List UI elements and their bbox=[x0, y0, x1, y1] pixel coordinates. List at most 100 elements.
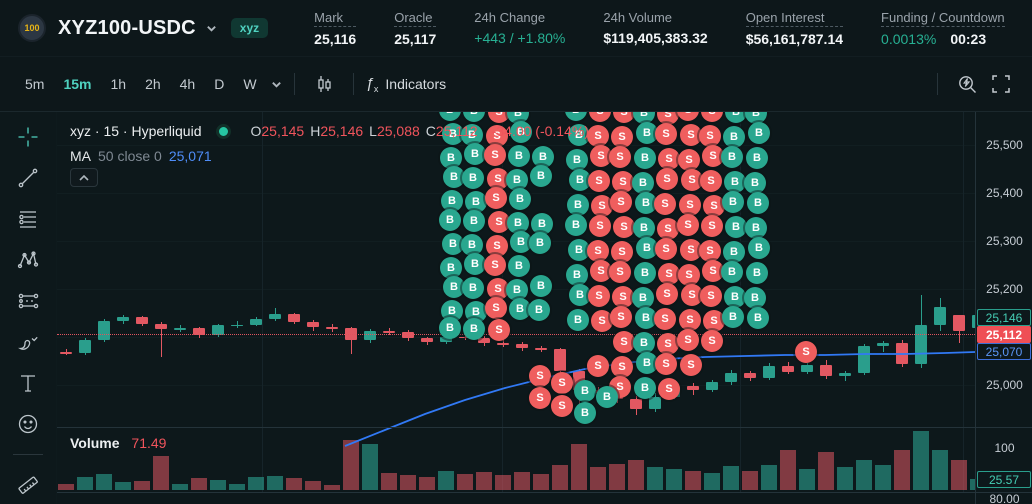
trade-marker-buy: B bbox=[461, 124, 483, 146]
candle bbox=[193, 328, 205, 336]
trade-marker-buy: B bbox=[464, 253, 486, 275]
trade-marker-buy: B bbox=[441, 190, 463, 212]
pane-separator[interactable] bbox=[57, 427, 1032, 428]
trade-marker-buy: B bbox=[532, 146, 554, 168]
candle-wick bbox=[883, 340, 884, 353]
pair-selector[interactable]: XYZ100-USDC bbox=[58, 17, 217, 40]
trade-marker-buy: B bbox=[530, 275, 552, 297]
legend-collapse-button[interactable] bbox=[70, 168, 98, 187]
trade-marker-sell: S bbox=[703, 310, 725, 332]
timeframe-w[interactable]: W bbox=[243, 76, 257, 92]
brush-icon bbox=[18, 336, 38, 350]
timeframe-d[interactable]: D bbox=[214, 76, 225, 92]
emoji-tool[interactable] bbox=[15, 411, 41, 437]
timeframe-1h[interactable]: 1h bbox=[110, 76, 127, 92]
trade-marker-buy: B bbox=[442, 123, 464, 145]
indicators-button[interactable]: ƒx Indicators bbox=[366, 75, 447, 94]
coin-avatar: 100 bbox=[18, 14, 46, 42]
trade-marker-sell: S bbox=[657, 333, 679, 355]
trade-marker-sell: S bbox=[612, 171, 634, 193]
trade-marker-buy: B bbox=[745, 112, 767, 124]
candle bbox=[212, 325, 224, 336]
timeframe-5m[interactable]: 5m bbox=[25, 76, 45, 92]
text-tool-tool[interactable] bbox=[15, 370, 41, 396]
volume-bar bbox=[666, 469, 682, 490]
trade-marker-buy: B bbox=[439, 209, 461, 231]
crosshair-tool[interactable] bbox=[15, 124, 41, 150]
toolbar-divider bbox=[293, 73, 295, 95]
series-title[interactable]: xyz · 15 · Hyperliquid bbox=[70, 123, 202, 139]
trade-marker-buy: B bbox=[722, 191, 744, 213]
ohlc-key: O bbox=[250, 123, 262, 139]
trade-marker-buy: B bbox=[567, 194, 589, 216]
timeframe-more-button[interactable] bbox=[271, 79, 282, 90]
pane-separator[interactable] bbox=[57, 492, 1032, 493]
trade-marker-buy: B bbox=[724, 171, 746, 193]
trade-marker-buy: B bbox=[744, 287, 766, 309]
trade-marker-sell: S bbox=[655, 123, 677, 145]
market-status-dot bbox=[215, 123, 231, 139]
candle bbox=[706, 381, 718, 390]
trade-marker-sell: S bbox=[679, 309, 701, 331]
volume-bar bbox=[590, 466, 606, 490]
chart-area[interactable]: BBSBBBSBBBSBBBBSBBBBSBBBSBBBBSBBBBSBBBSB… bbox=[57, 112, 1032, 504]
trade-marker-buy: B bbox=[566, 264, 588, 286]
trade-marker-sell: S bbox=[681, 284, 703, 306]
volume-legend[interactable]: Volume 71.49 bbox=[70, 435, 166, 451]
volume-bar bbox=[134, 480, 150, 490]
trade-marker-buy: B bbox=[569, 284, 591, 306]
volume-bar bbox=[476, 472, 492, 490]
trade-marker-sell: S bbox=[703, 195, 725, 217]
quick-search-button[interactable] bbox=[950, 67, 984, 101]
volume-bar bbox=[723, 466, 739, 490]
trade-marker-buy: B bbox=[465, 301, 487, 323]
candle bbox=[79, 339, 91, 353]
top-bar: 100 XYZ100-USDC xyz Mark 25,116 Oracle 25,1… bbox=[0, 0, 1032, 57]
volume-bar bbox=[381, 473, 397, 490]
trade-marker-buy: B bbox=[569, 169, 591, 191]
ma-legend[interactable]: MA 50 close 0 25,071 bbox=[70, 148, 589, 164]
trade-marker-sell: S bbox=[486, 125, 508, 147]
trade-marker-buy: B bbox=[636, 237, 658, 259]
xabcd-pattern-tool[interactable] bbox=[15, 247, 41, 273]
trade-marker-buy: B bbox=[634, 262, 656, 284]
trade-marker-buy: B bbox=[441, 300, 463, 322]
timeframe-15m[interactable]: 15m bbox=[63, 76, 92, 92]
forecast-tool[interactable] bbox=[15, 288, 41, 314]
trade-marker-sell: S bbox=[488, 211, 510, 233]
volume-bar bbox=[837, 466, 853, 490]
trade-marker-buy: B bbox=[566, 149, 588, 171]
fib-retracement-icon bbox=[19, 211, 36, 228]
trend-line-tool[interactable] bbox=[15, 165, 41, 191]
stat-values: +443 / +1.80% bbox=[474, 31, 565, 45]
volume-bar bbox=[419, 477, 435, 490]
trade-marker-buy: B bbox=[529, 232, 551, 254]
trade-marker-sell: S bbox=[680, 124, 702, 146]
fullscreen-button[interactable] bbox=[984, 67, 1018, 101]
stat-label: 24h Change bbox=[474, 9, 546, 25]
pair-title: XYZ100-USDC bbox=[58, 16, 196, 39]
trade-marker-sell: S bbox=[677, 214, 699, 236]
stat-value: $56,161,787.14 bbox=[745, 30, 844, 47]
fib-retracement-tool[interactable] bbox=[15, 206, 41, 232]
trade-marker-buy: B bbox=[724, 286, 746, 308]
candle bbox=[174, 328, 186, 330]
candle bbox=[801, 364, 813, 372]
trade-marker-sell: S bbox=[590, 260, 612, 282]
trade-marker-buy: B bbox=[574, 380, 596, 402]
candle bbox=[858, 345, 870, 373]
price-axis[interactable]: 25,500 25,400 25,300 25,200 25,000 100 80.00 25… bbox=[975, 112, 1032, 504]
trade-marker-buy: B bbox=[748, 237, 770, 259]
timeframe-2h[interactable]: 2h bbox=[145, 76, 161, 92]
trade-marker-sell: S bbox=[656, 283, 678, 305]
stat-24h-change: 24h Change +443 / +1.80% bbox=[474, 11, 565, 45]
volume-bar bbox=[894, 450, 910, 490]
candle-style-button[interactable] bbox=[307, 67, 341, 101]
trade-marker-sell: S bbox=[699, 125, 721, 147]
ruler-tool[interactable] bbox=[15, 472, 41, 498]
trade-marker-buy: B bbox=[508, 255, 530, 277]
brush-tool[interactable] bbox=[15, 329, 41, 355]
trade-marker-sell: S bbox=[589, 112, 611, 122]
trade-marker-sell: S bbox=[610, 306, 632, 328]
timeframe-4h[interactable]: 4h bbox=[179, 76, 196, 92]
